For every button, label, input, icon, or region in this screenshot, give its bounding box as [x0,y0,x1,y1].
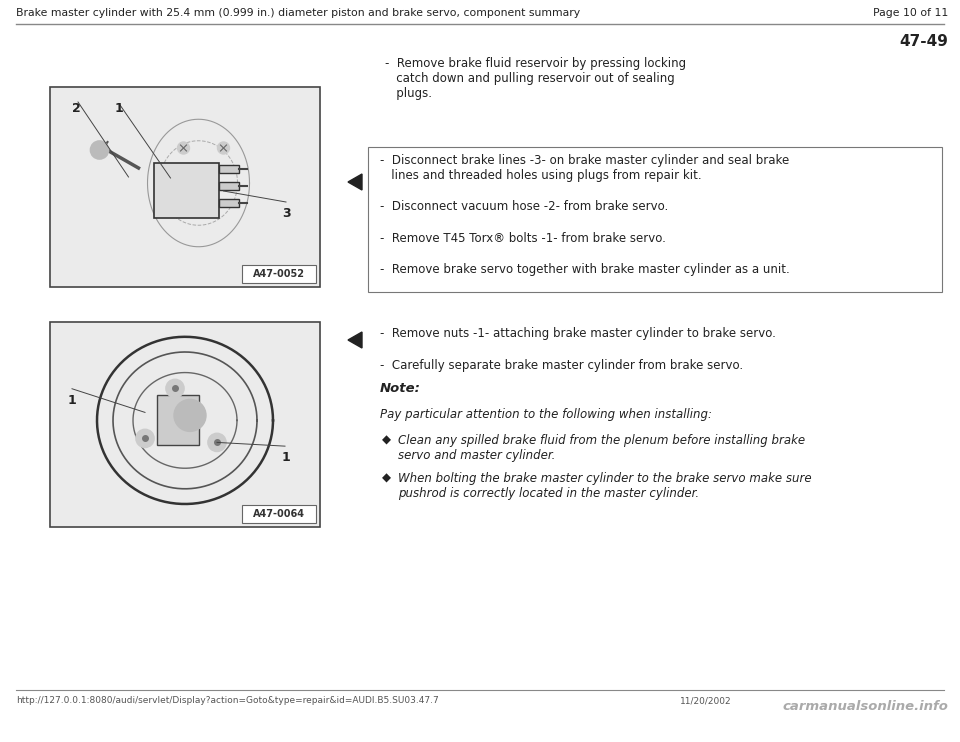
Bar [154,163,219,218]
Text: -  Carefully separate brake master cylinder from brake servo.: - Carefully separate brake master cylind… [380,359,743,372]
Bar [219,165,238,173]
Text: ◆: ◆ [382,434,391,447]
Text: 3: 3 [282,207,291,220]
Circle shape [174,399,206,431]
Text: Brake master cylinder with 25.4 mm (0.999 in.) diameter piston and brake servo, : Brake master cylinder with 25.4 mm (0.99… [16,8,580,18]
Text: Page 10 of 11: Page 10 of 11 [873,8,948,18]
Text: 1: 1 [68,394,77,407]
Text: -  Remove brake servo together with brake master cylinder as a unit.: - Remove brake servo together with brake… [380,263,790,275]
Circle shape [178,142,189,154]
Text: 1: 1 [115,102,124,115]
Bar [242,265,316,283]
Circle shape [136,430,154,447]
Circle shape [90,141,108,159]
Bar [157,395,199,445]
Text: Note:: Note: [380,382,420,395]
Text: carmanualsonline.info: carmanualsonline.info [782,700,948,713]
Bar [50,87,320,287]
Bar [50,322,320,527]
Text: http://127.0.0.1:8080/audi/servlet/Display?action=Goto&type=repair&id=AUDI.B5.SU: http://127.0.0.1:8080/audi/servlet/Displ… [16,696,439,705]
Polygon shape [348,332,362,348]
Bar [242,505,316,523]
Bar [368,147,942,292]
Text: When bolting the brake master cylinder to the brake servo make sure: When bolting the brake master cylinder t… [398,472,811,485]
Text: catch down and pulling reservoir out of sealing: catch down and pulling reservoir out of … [385,72,675,85]
Text: -  Disconnect brake lines -3- on brake master cylinder and seal brake: - Disconnect brake lines -3- on brake ma… [380,154,789,167]
Text: Clean any spilled brake fluid from the plenum before installing brake: Clean any spilled brake fluid from the p… [398,434,805,447]
Polygon shape [348,174,362,190]
Text: 47-49: 47-49 [900,34,948,49]
Text: 11/20/2002: 11/20/2002 [680,696,732,705]
Text: 2: 2 [72,102,81,115]
Circle shape [208,433,226,451]
Circle shape [218,142,229,154]
Text: ◆: ◆ [382,472,391,485]
Text: -  Remove brake fluid reservoir by pressing locking: - Remove brake fluid reservoir by pressi… [385,57,686,70]
Bar [51,323,319,526]
Circle shape [166,379,184,398]
Bar [219,182,238,190]
Text: A47-0064: A47-0064 [253,509,305,519]
Text: -  Disconnect vacuum hose -2- from brake servo.: - Disconnect vacuum hose -2- from brake … [380,200,668,214]
Bar [51,88,319,286]
Text: Pay particular attention to the following when installing:: Pay particular attention to the followin… [380,408,712,421]
Text: servo and master cylinder.: servo and master cylinder. [398,449,556,462]
Text: pushrod is correctly located in the master cylinder.: pushrod is correctly located in the mast… [398,487,699,500]
Bar [219,199,238,207]
Text: 1: 1 [282,451,291,464]
Text: -  Remove T45 Torx® bolts -1- from brake servo.: - Remove T45 Torx® bolts -1- from brake … [380,232,666,245]
Text: lines and threaded holes using plugs from repair kit.: lines and threaded holes using plugs fro… [380,169,702,183]
Text: -  Remove nuts -1- attaching brake master cylinder to brake servo.: - Remove nuts -1- attaching brake master… [380,327,776,340]
Text: A47-0052: A47-0052 [253,269,305,279]
Text: plugs.: plugs. [385,87,432,100]
